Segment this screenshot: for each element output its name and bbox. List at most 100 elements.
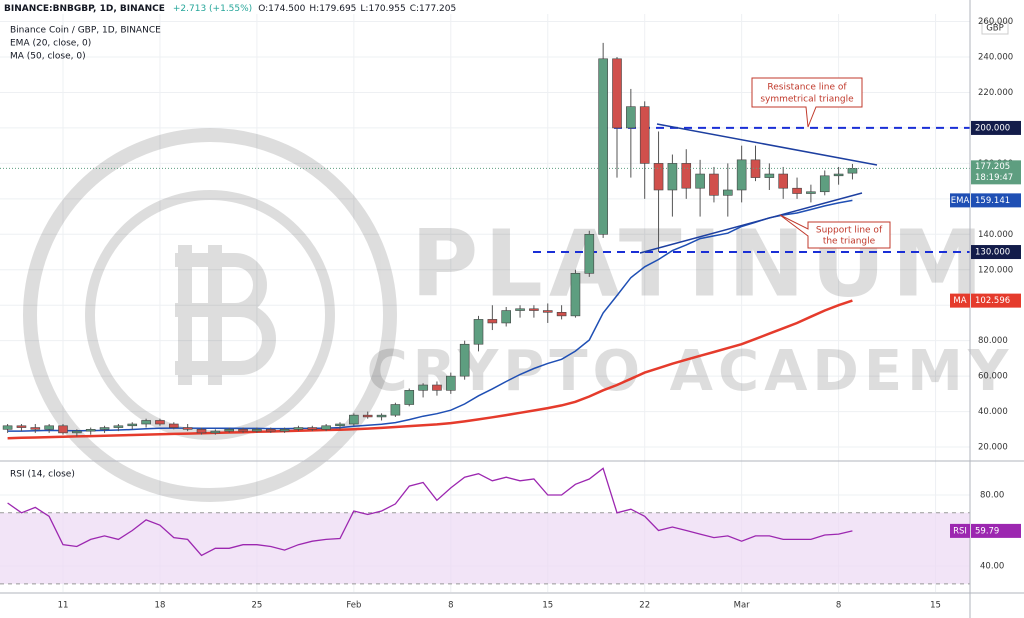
- level-label-box: [971, 245, 1021, 260]
- callout-box: [751, 77, 863, 128]
- rsi-tag-value: 59.79: [975, 526, 999, 536]
- candle-body: [584, 234, 595, 274]
- candle-body: [279, 429, 290, 432]
- y-tick-label: 40.000: [978, 407, 1008, 417]
- candle-body: [99, 427, 110, 430]
- rsi-tag-box: [950, 523, 970, 538]
- annotation: the triangle: [823, 237, 876, 247]
- x-tick-label: 15: [930, 601, 941, 611]
- candle-body: [418, 384, 428, 391]
- grid: [0, 14, 970, 592]
- candle-body: [542, 310, 553, 313]
- x-tick-label: 18: [155, 601, 166, 611]
- legend-entry: MA (50, close, 0): [10, 52, 86, 62]
- watermark-logo: [23, 128, 397, 502]
- rsi-band: [0, 512, 970, 584]
- candle-body: [335, 423, 345, 427]
- candle-body: [695, 173, 705, 189]
- annotation: Resistance line of: [767, 83, 847, 93]
- y-tick-label: 220.000: [978, 88, 1013, 98]
- indicator-tag-value-box: [971, 293, 1021, 308]
- candle-body: [570, 273, 581, 317]
- annotation: Support line of: [816, 226, 883, 236]
- indicator-tag-value-box: [971, 193, 1021, 208]
- indicator-tag-value: 102.596: [975, 296, 1010, 306]
- rsi-line: [7, 467, 853, 557]
- y-tick-label: 240.000: [978, 53, 1013, 63]
- x-tick-label: 11: [58, 601, 69, 611]
- candle-body: [709, 173, 719, 196]
- candle-body: [2, 425, 13, 430]
- candle-body: [169, 423, 179, 428]
- countdown: 18:19:47: [975, 173, 1013, 183]
- x-tick-label: 8: [448, 601, 453, 611]
- indicator-line: [7, 199, 853, 432]
- candle-body: [432, 384, 442, 391]
- candle-body: [58, 425, 68, 434]
- ohlc: C:177.205: [410, 4, 457, 14]
- candle-body: [252, 429, 262, 432]
- candle-body: [529, 308, 539, 311]
- watermark: PLATINUM: [411, 210, 989, 317]
- indicator-tag: EMA: [951, 196, 970, 206]
- level-label-box: [971, 120, 1021, 135]
- candle-body: [155, 420, 165, 425]
- x-tick-label: Feb: [346, 601, 361, 611]
- legend-entry: EMA (20, close, 0): [10, 39, 91, 49]
- candle-body: [141, 420, 151, 425]
- candle-body: [515, 308, 525, 311]
- level-label: 130.000: [975, 248, 1010, 258]
- last-price-box: [971, 160, 1021, 185]
- candle-body: [667, 163, 678, 191]
- annotation: symmetrical triangle: [760, 95, 854, 105]
- rsi-tag: RSI: [953, 526, 967, 536]
- candle-body: [487, 319, 498, 324]
- symbol: BINANCE:BNBGBP, 1D, BINANCE: [4, 4, 165, 14]
- candle-body: [265, 429, 276, 432]
- x-tick-label: 22: [639, 601, 650, 611]
- ohlc: L:170.955: [360, 4, 405, 14]
- price-pane: [0, 42, 970, 440]
- candle-body: [376, 414, 387, 418]
- indicator-tag-box: [950, 193, 970, 208]
- indicator-tag-value: 159.141: [975, 196, 1010, 206]
- candle-body: [85, 429, 96, 432]
- x-tick-label: 25: [251, 601, 262, 611]
- ohlc: O:174.500: [258, 4, 305, 14]
- x-tick-label: Mar: [734, 601, 751, 611]
- callouts: [751, 77, 891, 249]
- y-tick-label: 40.00: [980, 562, 1004, 572]
- candle-body: [293, 427, 304, 430]
- currency-box: [981, 21, 1009, 35]
- y-tick-label: 140.000: [978, 230, 1013, 240]
- candle-body: [196, 429, 207, 434]
- x-tick-label: 8: [836, 601, 841, 611]
- candle-body: [321, 425, 331, 430]
- currency: GBP: [986, 24, 1004, 34]
- candle-body: [556, 312, 567, 317]
- candle-body: [210, 430, 221, 434]
- y-tick-label: 120.000: [978, 265, 1013, 275]
- candle-body: [833, 173, 844, 177]
- header: BINANCE:BNBGBP, 1D, BINANCE +2.713 (+1.55…: [4, 4, 456, 14]
- candle-body: [224, 429, 234, 432]
- change: +2.713 (+1.55%): [173, 4, 252, 14]
- ohlc: H:179.695: [309, 4, 356, 14]
- candle-body: [750, 159, 761, 178]
- trend-lines: [639, 123, 878, 254]
- candle-body: [736, 159, 747, 191]
- candle-body: [404, 390, 415, 405]
- candle-body: [639, 106, 650, 164]
- legend-entry: RSI (14, close): [10, 470, 75, 480]
- candle-body: [445, 375, 456, 391]
- candle-body: [806, 191, 816, 194]
- callout-box: [779, 214, 891, 249]
- support-line: [639, 192, 863, 254]
- y-tick-label: 20.000: [978, 443, 1008, 453]
- candle-body: [612, 58, 622, 129]
- indicator-tag-box: [950, 293, 970, 308]
- subtitle: Binance Coin / GBP, 1D, BINANCE: [10, 26, 161, 36]
- candle-body: [307, 427, 318, 430]
